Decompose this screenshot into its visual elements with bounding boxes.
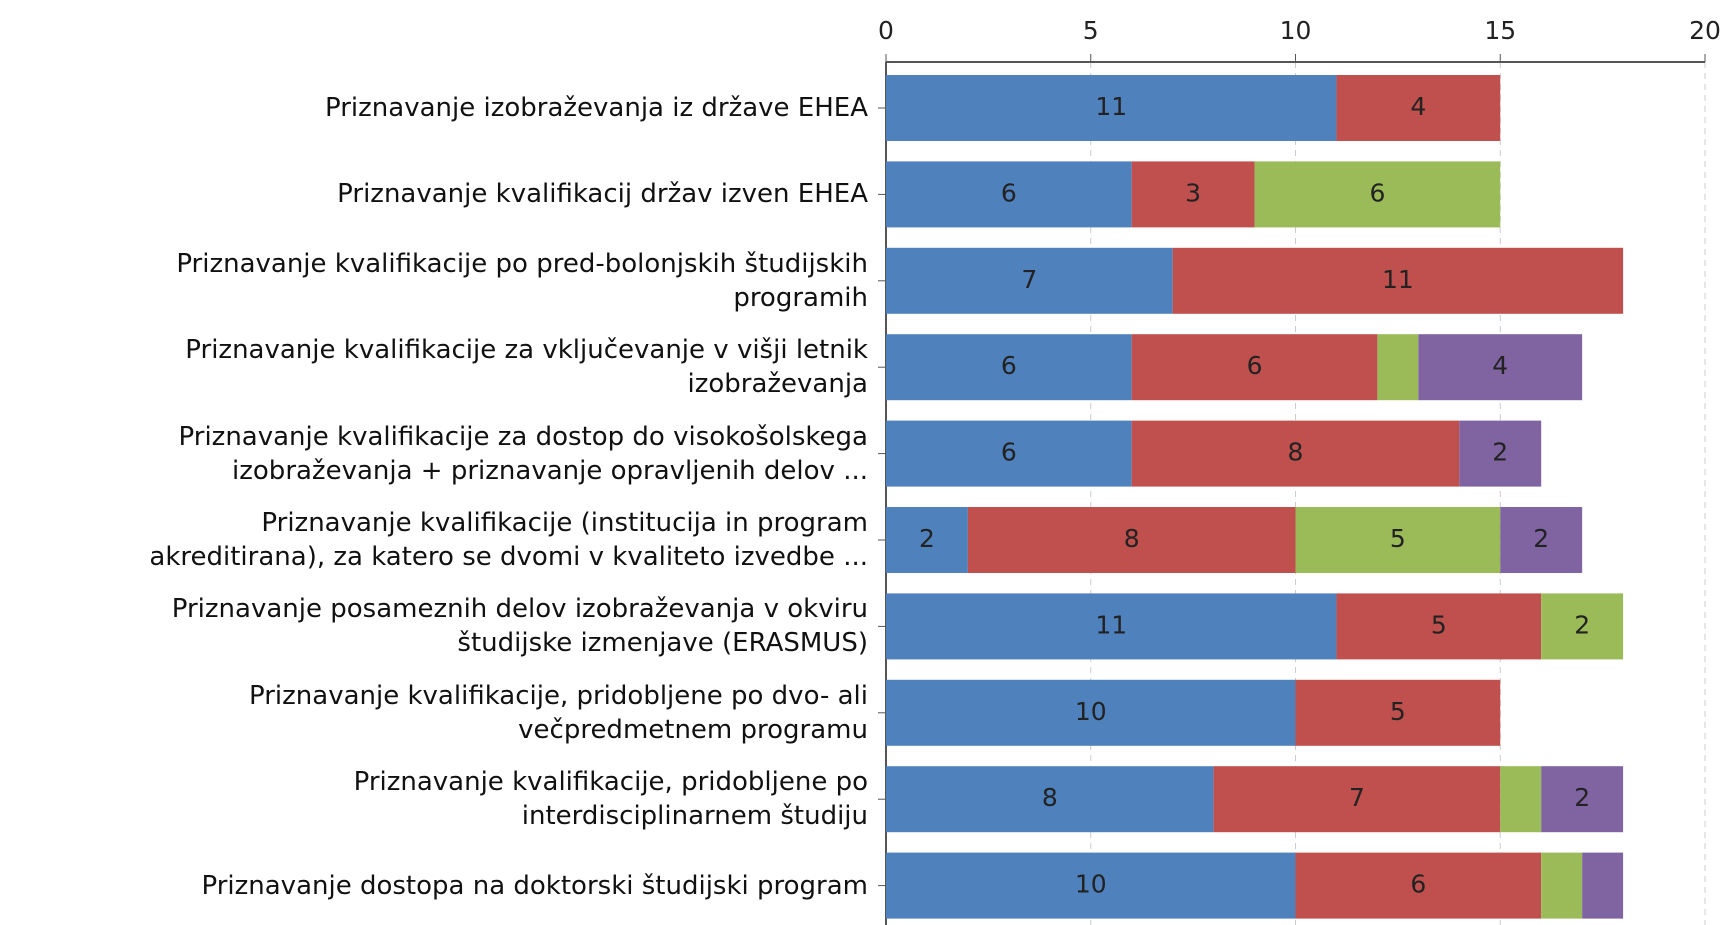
bar-segment	[886, 593, 1337, 660]
data-label: 4	[1410, 92, 1426, 121]
data-label: 5	[1390, 524, 1406, 553]
bar-segment	[1582, 852, 1624, 919]
bar-segment	[1295, 679, 1501, 746]
bar-segment	[1500, 766, 1542, 833]
bar-segment	[1295, 852, 1542, 919]
data-label: 7	[1349, 783, 1365, 812]
x-tick-label: 5	[1083, 16, 1099, 45]
data-label: 7	[1021, 265, 1037, 294]
data-label: 11	[1382, 265, 1414, 294]
y-tick-label: Priznavanje kvalifikacije za dostop do v…	[178, 421, 868, 486]
data-label: 3	[1185, 178, 1201, 207]
bar-segment	[886, 507, 968, 573]
bar-segment	[1131, 334, 1378, 401]
x-tick-label: 10	[1280, 16, 1312, 45]
bar-segment	[1213, 766, 1501, 833]
bar-segment	[1131, 161, 1255, 228]
bar-segment	[886, 161, 1132, 228]
y-tick-label: Priznavanje kvalifikacij držav izven EHE…	[337, 179, 868, 210]
data-label: 6	[1247, 351, 1263, 380]
bar-segment	[1541, 593, 1624, 660]
bar-segment	[1172, 247, 1624, 314]
y-tick-label: Priznavanje dostopa na doktorski študijs…	[201, 870, 868, 901]
data-label: 5	[1431, 610, 1447, 639]
bar-segment	[1500, 507, 1583, 573]
y-tick-label: Priznavanje izobraževanja iz države EHEA	[325, 93, 868, 123]
y-tick-label: Priznavanje kvalifikacije, pridobljene p…	[353, 767, 868, 832]
bar-segment	[1254, 161, 1501, 228]
bar-segment	[886, 75, 1337, 141]
data-label: 11	[1095, 610, 1127, 639]
data-label: 6	[1369, 178, 1385, 207]
data-label: 2	[1574, 783, 1590, 812]
x-tick-label: 15	[1484, 16, 1516, 45]
data-label: 2	[919, 524, 935, 553]
bar-segment	[1459, 420, 1542, 487]
y-tick-label: Priznavanje kvalifikacije (institucija i…	[149, 508, 868, 572]
data-label: 8	[1124, 524, 1140, 553]
data-label: 6	[1410, 870, 1426, 899]
data-label: 2	[1574, 610, 1590, 639]
bar-segment	[1541, 852, 1583, 919]
bar-segment	[1377, 334, 1419, 401]
bar-segment	[886, 766, 1214, 833]
data-label: 2	[1492, 438, 1508, 467]
y-tick-label: Priznavanje posameznih delov izobraževan…	[171, 594, 868, 659]
data-label: 2	[1533, 524, 1549, 553]
bar-segment	[1131, 420, 1460, 487]
bar-segment	[886, 679, 1296, 746]
bar-segment	[967, 507, 1296, 573]
x-tick-label: 0	[878, 16, 894, 45]
x-tick-label: 20	[1689, 16, 1721, 45]
bar-segment	[1336, 593, 1542, 660]
data-label: 6	[1001, 351, 1017, 380]
bar-segment	[1295, 507, 1501, 573]
y-tick-label: Priznavanje kvalifikacije za vključevanj…	[185, 335, 868, 400]
y-tick-label: Priznavanje kvalifikacije, pridobljene p…	[249, 680, 868, 745]
bar-segment	[1418, 334, 1583, 401]
bar-segment	[886, 420, 1132, 487]
bar-segment	[886, 334, 1132, 401]
data-label: 6	[1001, 178, 1017, 207]
bar-segment	[886, 852, 1296, 919]
data-label: 6	[1001, 438, 1017, 467]
data-label: 10	[1075, 870, 1107, 899]
bar-segment	[886, 247, 1173, 314]
data-label: 11	[1095, 92, 1127, 121]
data-label: 8	[1288, 438, 1304, 467]
bar-segment	[1541, 766, 1624, 833]
data-label: 8	[1042, 783, 1058, 812]
data-label: 5	[1390, 697, 1406, 726]
bar-segment	[1336, 75, 1501, 141]
data-label: 4	[1492, 351, 1508, 380]
data-label: 10	[1075, 697, 1107, 726]
y-tick-label: Priznavanje kvalifikacije po pred-bolonj…	[176, 248, 868, 313]
